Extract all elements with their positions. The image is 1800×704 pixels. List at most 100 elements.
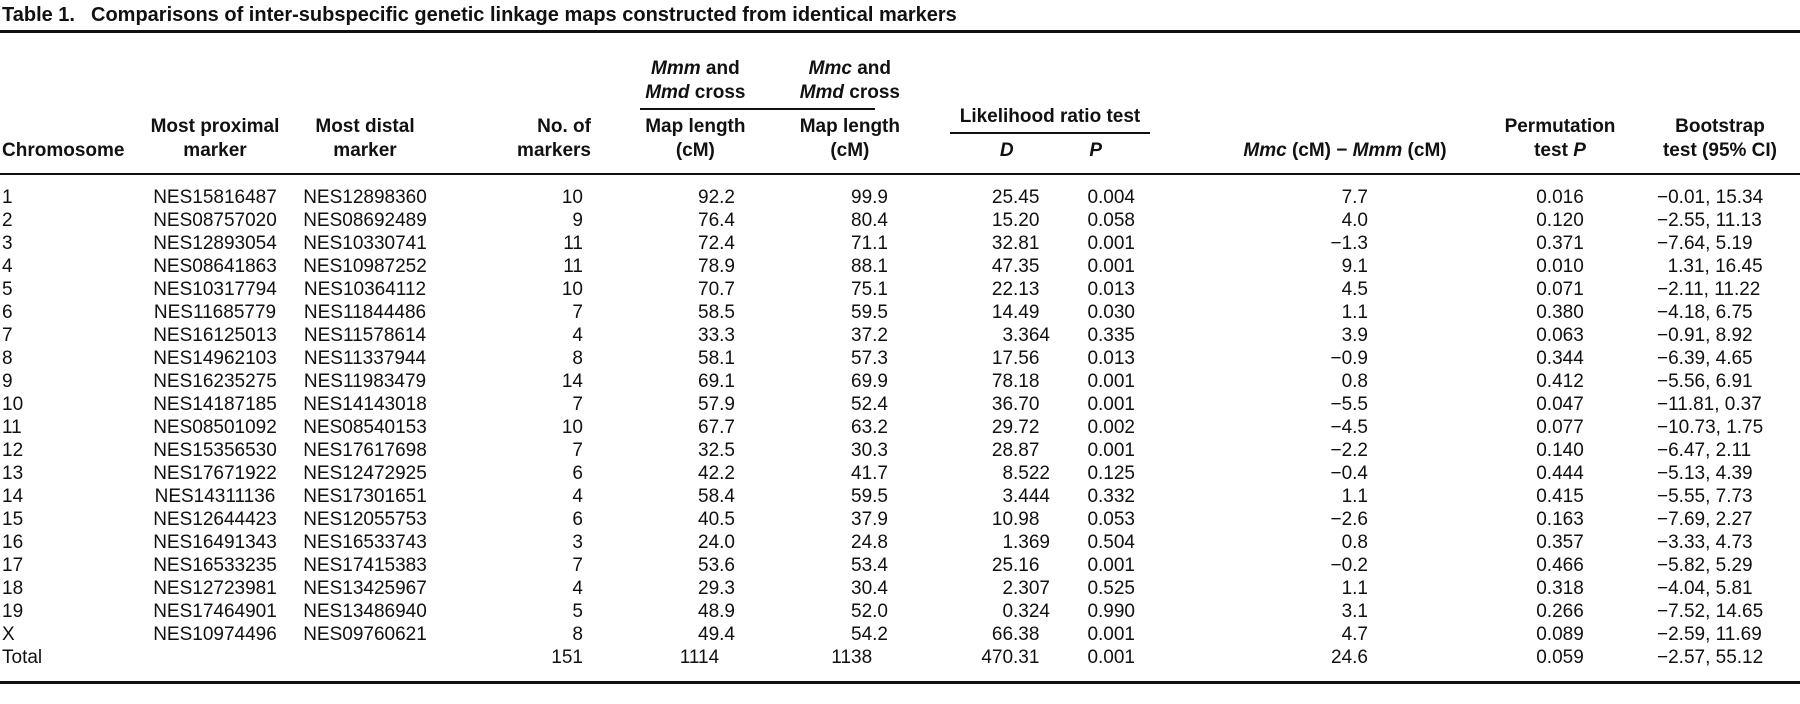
table-cell: 0.8 (1341, 371, 1368, 392)
header-bootstrap-test: Bootstrap test (95% CI) (1640, 31, 1800, 175)
table-cell: 5 (572, 601, 583, 622)
table-cell: 54.2 (851, 624, 888, 645)
table-cell: −7.69, 2.27 (1657, 509, 1753, 530)
table-cell: 4 (572, 578, 583, 599)
table-cell: −2.6 (1330, 509, 1368, 530)
table-cell: 57.9 (698, 394, 735, 415)
table-cell: −5.5 (1330, 394, 1368, 415)
table-cell: 4.0 (1341, 210, 1368, 231)
table-cell: 7 (572, 555, 583, 576)
table-cell: 7 (572, 394, 583, 415)
table-cell: 0.140 (1536, 440, 1584, 461)
table-cell: 30.4 (851, 578, 888, 599)
table-cell: X (2, 624, 15, 645)
table-cell: NES11578614 (303, 325, 427, 346)
table-cell: 0.335 (1087, 325, 1135, 346)
table-cell: 0.001 (1087, 394, 1135, 415)
table-cell: 10.98 (991, 509, 1050, 530)
table-cell: 99.9 (851, 187, 888, 208)
table-cell: 3.444 (1002, 486, 1050, 507)
table-row: 6 NES11685779 NES11844486 7 58.5 59.5 14.49 0.… (0, 301, 1800, 324)
table-cell: 0.444 (1536, 463, 1584, 484)
table-cell: NES10364112 (303, 279, 427, 300)
table-cell: 4 (572, 325, 583, 346)
table-cell: 1.1 (1341, 486, 1368, 507)
table-cell: 7 (572, 440, 583, 461)
table-cell: 0.004 (1087, 187, 1135, 208)
table-cell: −2.11, 11.22 (1657, 279, 1761, 300)
table-cell: 4 (572, 486, 583, 507)
table-cell: NES15356530 (153, 440, 277, 461)
table-cell: −11.81, 0.37 (1657, 394, 1762, 415)
table-cell (280, 646, 450, 683)
table-cell: 8 (572, 624, 583, 645)
table-cell: −2.57, 55.12 (1657, 647, 1764, 668)
table-cell: 10 (561, 187, 583, 208)
table-cell: 58.5 (698, 302, 735, 323)
table-row: 7 NES16125013 NES11578614 4 33.3 37.2 3.364 0.3… (0, 324, 1800, 347)
table-cell: −2.2 (1330, 440, 1368, 461)
table-row: 2 NES08757020 NES08692489 9 76.4 80.4 15.20 0.… (0, 209, 1800, 232)
table-cell: 72.4 (698, 233, 735, 254)
table-cell: 92.2 (698, 187, 735, 208)
table-cell: −7.52, 14.65 (1657, 601, 1764, 622)
table-cell: 37.9 (851, 509, 888, 530)
table-cell: 8 (2, 348, 13, 369)
table-cell: 15.20 (991, 210, 1050, 231)
table-cell: −5.55, 7.73 (1657, 486, 1753, 507)
table-cell: 59.5 (851, 302, 888, 323)
table-cell: 0.8 (1341, 532, 1368, 553)
table-cell: −5.56, 6.91 (1657, 371, 1753, 392)
table-cell: 0.001 (1087, 624, 1135, 645)
table-cell: NES12055753 (303, 509, 427, 530)
table-cell: 0.016 (1536, 187, 1584, 208)
table-cell: 0.344 (1536, 348, 1584, 369)
table-cell: 3.9 (1341, 325, 1368, 346)
likelihood-group-rule (950, 132, 1150, 134)
table-cell: 40.5 (698, 509, 735, 530)
table-cell: 0.013 (1087, 279, 1135, 300)
table-cell: NES12723981 (153, 578, 277, 599)
table-row: 5 NES10317794 NES10364112 10 70.7 75.1 22.13 0… (0, 278, 1800, 301)
table-cell: NES16125013 (153, 325, 277, 346)
table-cell: NES16533743 (303, 532, 427, 553)
table-caption: Table 1. Comparisons of inter-subspecific… (0, 0, 1800, 30)
table-cell: 0.525 (1087, 578, 1135, 599)
table-cell: NES14143018 (303, 394, 427, 415)
table-cell: 0.047 (1536, 394, 1584, 415)
table-cell: NES17464901 (153, 601, 277, 622)
table-cell: 0.466 (1536, 555, 1584, 576)
table-cell: 0.318 (1536, 578, 1584, 599)
table-cell: 29.72 (991, 417, 1050, 438)
table-cell: NES14962103 (153, 348, 277, 369)
table-cell: −4.5 (1330, 417, 1368, 438)
table-cell: NES12898360 (303, 187, 427, 208)
table-cell: 0.332 (1087, 486, 1135, 507)
table-cell: 48.9 (698, 601, 735, 622)
table-cell: NES17617698 (303, 440, 427, 461)
table-cell: 2 (2, 210, 13, 231)
table-row: 3 NES12893054 NES10330741 11 72.4 71.1 32.81 0… (0, 232, 1800, 255)
table-cell: 42.2 (698, 463, 735, 484)
table-cell: −0.91, 8.92 (1657, 325, 1753, 346)
table-cell: 4.7 (1341, 624, 1368, 645)
table-cell: −3.33, 4.73 (1657, 532, 1753, 553)
header-num-markers: No. of markers (450, 31, 595, 175)
table-cell: 0.001 (1087, 233, 1135, 254)
table-cell: 0.120 (1536, 210, 1584, 231)
table-title: Comparisons of inter-subspecific genetic… (91, 4, 957, 26)
table-cell: 0.504 (1087, 532, 1135, 553)
table-cell: 30.3 (851, 440, 888, 461)
header-d: D (999, 140, 1014, 161)
table-cell: 14 (561, 371, 583, 392)
table-cell: NES10317794 (153, 279, 277, 300)
table-cell: 52.0 (851, 601, 888, 622)
table-cell: 6 (2, 302, 13, 323)
table-cell: 24.6 (1331, 647, 1368, 668)
table-cell: −4.18, 6.75 (1657, 302, 1753, 323)
table-cell: 41.7 (851, 463, 888, 484)
table-cell: 25.45 (991, 187, 1050, 208)
table-cell: NES11337944 (303, 348, 427, 369)
table-row: 4 NES08641863 NES10987252 11 78.9 88.1 47.35 0… (0, 255, 1800, 278)
table-cell: 28.87 (991, 440, 1050, 461)
